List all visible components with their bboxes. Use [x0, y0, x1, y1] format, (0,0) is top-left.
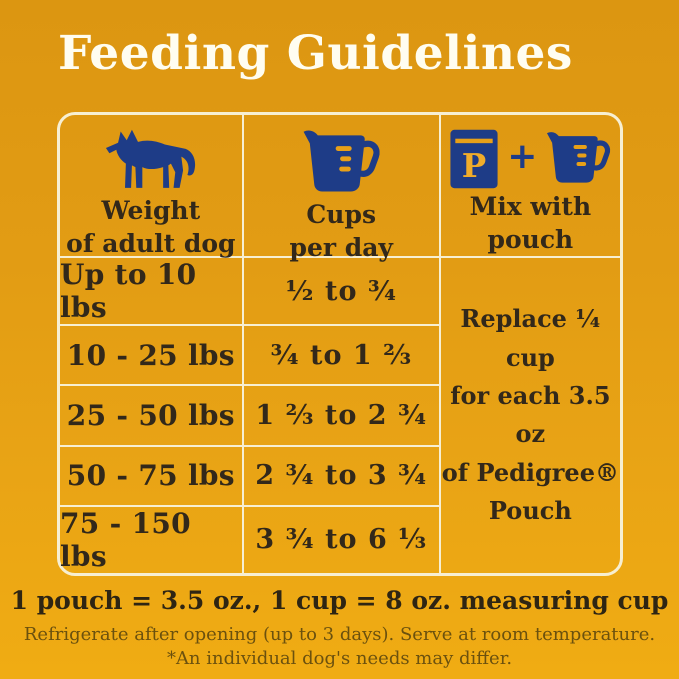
page-title: Feeding Guidelines	[58, 26, 573, 81]
table-row-5-cups: 3 ¾ to 6 ⅓	[244, 506, 441, 573]
table-row-2-weight: 10 - 25 lbs	[60, 326, 244, 387]
table-row-3-cups: 1 ⅔ to 2 ¾	[243, 386, 441, 447]
measuring-cup-small-icon	[547, 132, 611, 183]
dog-icon	[99, 127, 203, 195]
table-row-1-cups: ½ to ¾	[243, 258, 441, 326]
table-row-2-cups: ¾ to 1 ⅔	[243, 326, 441, 387]
measuring-cup-icon	[300, 127, 382, 199]
table-row-5-weight: 75 - 150 lbs	[60, 506, 244, 573]
header-cups-label: Cups per day	[289, 200, 393, 262]
equivalence-line: 1 pouch = 3.5 oz., 1 cup = 8 oz. measuri…	[10, 586, 669, 615]
feeding-table: Weight of adult dog Cups per day	[57, 112, 623, 576]
footer: 1 pouch = 3.5 oz., 1 cup = 8 oz. measuri…	[0, 586, 679, 672]
header-weight: Weight of adult dog	[60, 115, 244, 258]
plus-icon: +	[507, 136, 538, 177]
storage-note: Refrigerate after opening (up to 3 days)…	[23, 624, 656, 645]
pouch-plus-cup-icon: P +	[448, 127, 612, 191]
header-mix-label: Mix with pouch	[469, 192, 592, 254]
header-mix: P + Mix with pouch	[440, 115, 620, 258]
pouch-icon: P	[450, 129, 498, 189]
table-row-1-weight: Up to 10 lbs	[60, 258, 244, 326]
disclaimer-note: *An individual dog's needs may differ.	[166, 648, 513, 670]
replace-note: Replace ¼ cup for each 3.5 oz of Pedigre…	[441, 304, 619, 526]
header-weight-label: Weight of adult dog	[66, 196, 236, 258]
table-row-4-weight: 50 - 75 lbs	[60, 446, 244, 507]
header-cups: Cups per day	[243, 115, 441, 262]
pouch-letter: P	[462, 146, 486, 185]
table-row-3-weight: 25 - 50 lbs	[60, 386, 244, 447]
table-row-4-cups: 2 ¾ to 3 ¾	[243, 446, 441, 507]
